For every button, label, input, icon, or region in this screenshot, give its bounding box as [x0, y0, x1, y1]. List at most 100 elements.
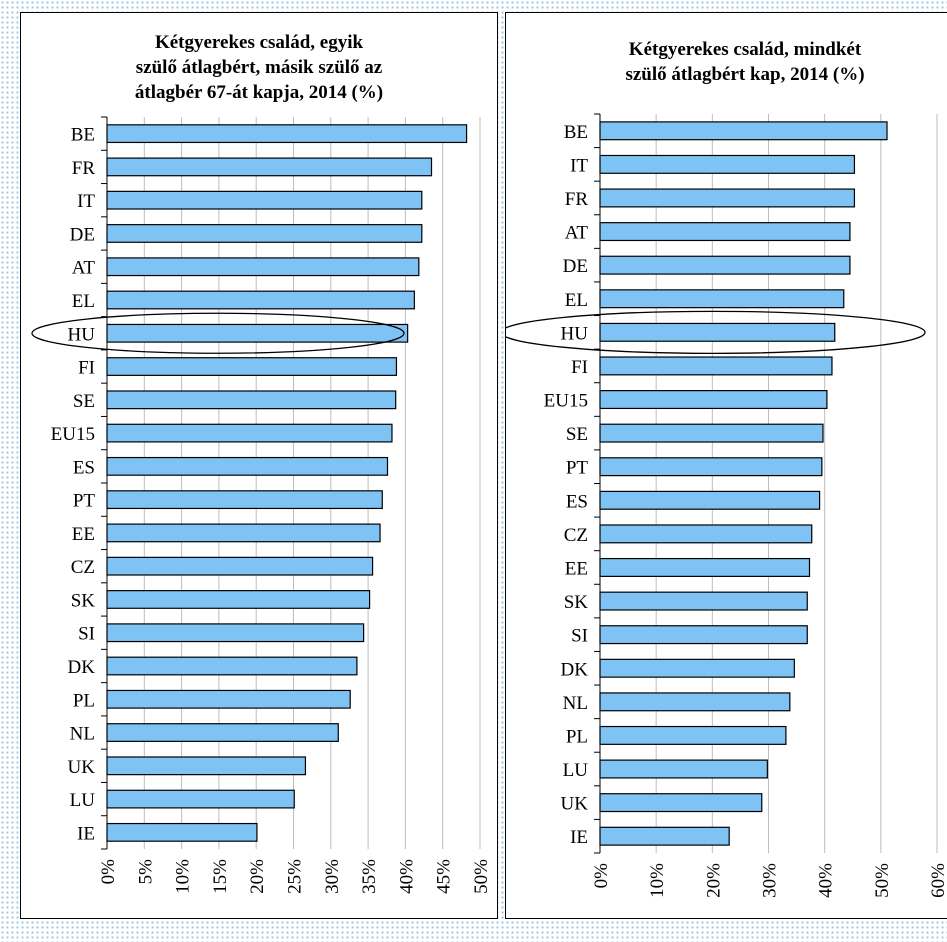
category-label-be: BE — [71, 125, 95, 146]
bar-es — [599, 490, 821, 510]
category-label-de: DE — [70, 224, 95, 245]
x-tick-label: 5% — [135, 859, 156, 885]
category-label-de: DE — [563, 256, 588, 277]
chart-title-line: Kétgyerekes család, egyik — [155, 32, 364, 53]
category-label-lu: LU — [563, 760, 589, 781]
bar-dk — [106, 656, 358, 676]
category-label-pl: PL — [73, 690, 95, 711]
bar-nl — [106, 723, 339, 742]
bar-hu — [599, 322, 836, 342]
category-label-cz: CZ — [564, 525, 588, 546]
category-label-ie: IE — [77, 823, 95, 844]
category-label-hu: HU — [68, 324, 96, 345]
bar-pt — [599, 457, 823, 477]
bar-es — [106, 456, 389, 476]
highlight-ellipse — [506, 310, 926, 354]
category-label-eu15: EU15 — [51, 424, 95, 445]
bar-el — [106, 290, 415, 310]
bar-fr — [599, 188, 856, 208]
category-label-fi: FI — [571, 357, 588, 378]
bar-sk — [106, 590, 371, 609]
x-tick-label: 35% — [359, 859, 380, 894]
bar-hu — [106, 323, 409, 343]
category-label-hu: HU — [561, 323, 589, 344]
x-tick-label: 40% — [396, 859, 417, 894]
category-label-dk: DK — [68, 657, 96, 678]
bar-cz — [599, 524, 813, 544]
category-label-it: IT — [570, 155, 588, 176]
bar-sk — [599, 591, 808, 611]
bar-dk — [599, 658, 795, 678]
bar-si — [106, 623, 365, 643]
chart-title-line: szülő átlagbért, másik szülő az — [136, 57, 383, 78]
bar-de — [599, 255, 851, 275]
category-label-el: EL — [72, 291, 95, 312]
x-tick-label: 30% — [322, 859, 343, 894]
chart-panel-left: Kétgyerekes család, egyik szülő átlagbért… — [20, 12, 498, 919]
category-label-ee: EE — [565, 558, 588, 579]
bar-se — [106, 390, 397, 410]
category-label-nl: NL — [563, 693, 588, 714]
x-tick-label: 25% — [285, 859, 306, 894]
bar-uk — [599, 793, 763, 813]
bar-be — [106, 124, 468, 144]
x-tick-label: 0% — [591, 863, 612, 889]
bar-it — [599, 154, 856, 174]
category-label-ie: IE — [570, 827, 588, 848]
chart-title-line: Kétgyerekes család, mindkét — [629, 39, 862, 60]
category-label-se: SE — [73, 391, 95, 412]
bar-it — [106, 190, 423, 210]
x-tick-label: 15% — [210, 859, 231, 894]
bar-be — [599, 121, 888, 141]
bar-ee — [106, 523, 381, 543]
category-label-at: AT — [72, 258, 96, 279]
category-label-at: AT — [565, 223, 589, 244]
bar-fi — [599, 356, 833, 376]
bar-lu — [106, 789, 295, 809]
bar-ie — [106, 822, 258, 842]
category-label-fi: FI — [78, 358, 95, 379]
bar-at — [106, 257, 420, 277]
category-label-se: SE — [566, 424, 588, 445]
category-label-uk: UK — [68, 757, 96, 778]
bar-fi — [106, 357, 398, 376]
bar-si — [599, 625, 808, 645]
chart-title-line: átlagbér 67-át kapja, 2014 (%) — [135, 82, 383, 103]
bar-se — [599, 423, 824, 443]
category-label-uk: UK — [561, 794, 589, 815]
chart-title-line: szülő átlagbért kap, 2014 (%) — [625, 64, 864, 85]
bar-pl — [106, 689, 351, 709]
category-label-pl: PL — [566, 726, 588, 747]
bar-eu15 — [106, 423, 393, 443]
category-label-pt: PT — [73, 491, 96, 512]
x-tick-label: 20% — [247, 859, 268, 894]
chart-right: Kétgyerekes család, mindkét szülő átlagbé… — [506, 39, 947, 898]
category-label-eu15: EU15 — [544, 391, 588, 412]
bar-uk — [106, 756, 307, 776]
bar-cz — [106, 556, 374, 576]
category-label-sk: SK — [71, 590, 96, 611]
category-label-it: IT — [77, 191, 95, 212]
bar-fr — [106, 157, 433, 177]
bar-lu — [599, 759, 768, 779]
bar-de — [106, 224, 423, 243]
category-label-be: BE — [564, 122, 588, 143]
category-label-es: ES — [566, 491, 588, 512]
x-tick-label: 45% — [434, 859, 455, 894]
bar-ie — [599, 826, 730, 846]
chart-left: Kétgyerekes család, egyik szülő átlagbért… — [31, 32, 492, 894]
x-tick-label: 20% — [703, 863, 724, 898]
x-tick-label: 40% — [816, 863, 837, 898]
x-tick-label: 0% — [98, 859, 119, 885]
bar-at — [599, 222, 851, 242]
bar-el — [599, 289, 845, 309]
bar-eu15 — [599, 390, 828, 410]
x-tick-label: 30% — [760, 863, 781, 898]
category-label-es: ES — [73, 457, 95, 478]
category-label-fr: FR — [72, 158, 96, 179]
x-tick-label: 60% — [928, 863, 947, 898]
category-label-dk: DK — [561, 659, 589, 680]
category-label-si: SI — [571, 626, 588, 647]
x-tick-label: 50% — [872, 863, 893, 898]
bar-pl — [599, 725, 787, 745]
